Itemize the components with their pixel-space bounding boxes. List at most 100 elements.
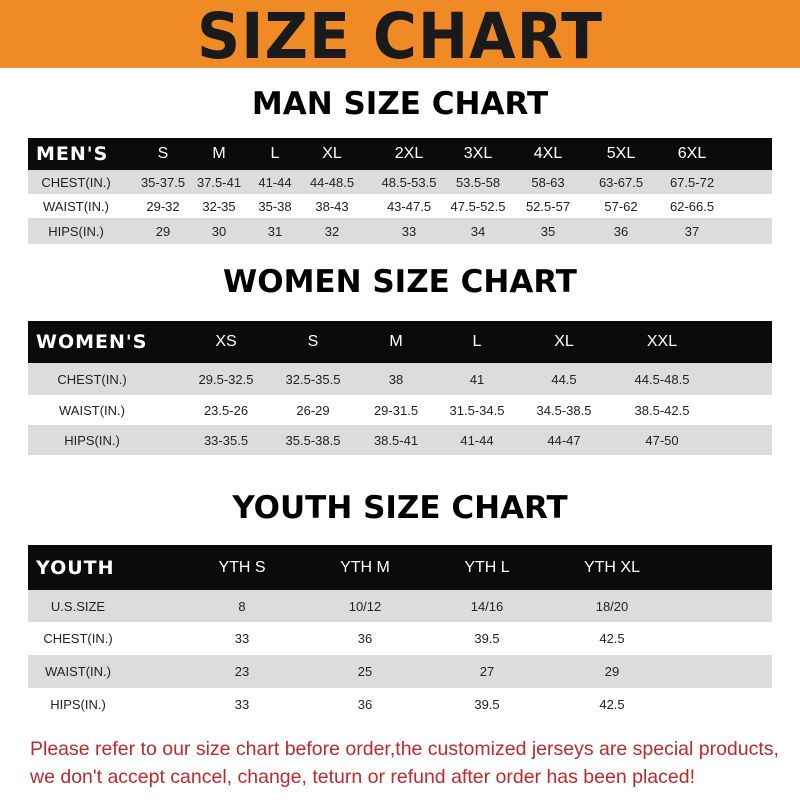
table-cell: 63-67.5 — [598, 174, 644, 190]
table-cell: 43-47.5 — [386, 198, 432, 214]
banner: SIZE CHART — [0, 0, 800, 74]
table-cell: 67.5-72 — [669, 174, 715, 190]
size-header: 3XL — [463, 145, 493, 162]
size-header: 2XL — [394, 145, 424, 162]
size-header: XL — [554, 333, 574, 350]
table-cell: 42.5 — [599, 631, 625, 646]
table-cell: 38 — [388, 371, 404, 387]
table-cell: 47-50 — [645, 432, 679, 448]
size-header: XL — [322, 145, 342, 162]
table-cell: 33 — [401, 223, 417, 239]
table-cell: 18/20 — [595, 598, 629, 614]
table-cell: 29.5-32.5 — [198, 371, 254, 387]
table-row: U.S.SIZE 8 10/12 14/16 18/20 — [28, 590, 772, 622]
table-cell: 29 — [155, 223, 171, 239]
table-cell: 33 — [234, 696, 250, 712]
table-title-cell: YOUTH — [36, 556, 115, 579]
size-header: YTH L — [464, 558, 510, 576]
table-cell: 34.5-38.5 — [536, 402, 592, 418]
table-header: WOMEN'S XS S M L XL XXL — [28, 321, 772, 363]
table-cell: 58-63 — [531, 174, 565, 190]
table-cell: 10/12 — [348, 598, 382, 614]
table-cell: 38.5-42.5 — [634, 402, 690, 418]
table-row: CHEST(IN.) 29.5-32.5 32.5-35.5 38 41 44.5 44.5… — [28, 363, 772, 395]
table-cell: 36 — [613, 223, 629, 239]
row-label: HIPS(IN.) — [50, 696, 106, 712]
row-label: WAIST(IN.) — [59, 402, 125, 418]
table-cell: 27 — [479, 664, 495, 679]
table-cell: 26-29 — [296, 402, 330, 418]
table-cell: 41-44 — [460, 432, 494, 448]
table-cell: 8 — [238, 598, 246, 614]
size-header: XS — [215, 333, 237, 350]
table-cell: 14/16 — [470, 598, 504, 614]
table-header: MEN'S S M L XL 2XL 3XL 4XL 5XL 6XL — [28, 138, 772, 170]
table-title-cell: MEN'S — [36, 143, 109, 165]
size-header: L — [472, 333, 482, 350]
table-cell: 33-35.5 — [203, 432, 249, 448]
row-label: HIPS(IN.) — [48, 223, 104, 239]
table-cell: 48.5-53.5 — [381, 174, 437, 190]
table-cell: 57-62 — [604, 198, 638, 214]
size-header: S — [157, 145, 169, 162]
table-cell: 32.5-35.5 — [285, 371, 341, 387]
table-cell: 32-35 — [202, 198, 236, 214]
table-cell: 38.5-41 — [373, 432, 419, 448]
disclaimer-line-2: we don't accept cancel, change, teturn o… — [30, 766, 695, 788]
size-header: M — [389, 333, 403, 350]
size-header: XXL — [646, 333, 678, 350]
table-cell: 35.5-38.5 — [285, 432, 341, 448]
size-header: YTH XL — [583, 558, 640, 576]
table-row: HIPS(IN.) 29 30 31 32 33 34 35 36 37 — [28, 218, 772, 244]
table-cell: 34 — [470, 223, 486, 239]
table-cell: 32 — [324, 223, 340, 239]
size-header: L — [270, 145, 280, 162]
table-cell: 30 — [211, 223, 227, 239]
table-cell: 31 — [267, 223, 283, 239]
table-cell: 62-66.5 — [669, 198, 715, 214]
size-header: 6XL — [677, 145, 707, 162]
disclaimer: Please refer to our size chart before or… — [30, 735, 790, 791]
table-cell: 25 — [357, 664, 373, 679]
table-row: WAIST(IN.) 23 25 27 29 — [28, 655, 772, 688]
table-cell: 29-31.5 — [373, 402, 419, 418]
table-row: HIPS(IN.) 33-35.5 35.5-38.5 38.5-41 41-44 44-… — [28, 425, 772, 455]
size-header: S — [307, 333, 319, 350]
table-cell: 41-44 — [258, 174, 292, 190]
table-cell: 29 — [604, 664, 620, 679]
size-header: YTH M — [340, 558, 390, 576]
size-header: M — [212, 145, 226, 162]
table-cell: 33 — [234, 631, 250, 646]
table-row: WAIST(IN.) 29-32 32-35 35-38 38-43 43-47.5 47.… — [28, 194, 772, 218]
row-label: WAIST(IN.) — [43, 198, 109, 214]
table-cell: 42.5 — [599, 696, 625, 712]
table-cell: 39.5 — [474, 631, 500, 646]
table-cell: 35-37.5 — [140, 174, 186, 190]
banner-title: SIZE CHART — [196, 0, 604, 74]
table-cell: 44-48.5 — [309, 174, 355, 190]
table-header: YOUTH YTH S YTH M YTH L YTH XL — [28, 545, 772, 590]
table-cell: 23.5-26 — [203, 402, 249, 418]
table-cell: 29-32 — [146, 198, 180, 214]
men-title: MAN SIZE CHART — [251, 86, 549, 122]
table-cell: 41 — [469, 371, 485, 387]
youth-title: YOUTH SIZE CHART — [232, 490, 568, 526]
table-cell: 44-47 — [547, 432, 581, 448]
size-header: 4XL — [533, 145, 563, 162]
table-cell: 23 — [234, 664, 250, 679]
table-cell: 35 — [540, 223, 556, 239]
table-cell: 52.5-57 — [525, 198, 571, 214]
disclaimer-line-1: Please refer to our size chart before or… — [30, 738, 779, 760]
women-title: WOMEN SIZE CHART — [223, 264, 577, 300]
row-label: WAIST(IN.) — [45, 664, 111, 679]
table-cell: 37 — [684, 223, 700, 239]
table-cell: 39.5 — [474, 696, 500, 712]
row-label: CHEST(IN.) — [43, 631, 113, 646]
table-row: HIPS(IN.) 33 36 39.5 42.5 — [28, 688, 772, 720]
row-label: CHEST(IN.) — [57, 371, 127, 387]
table-row: WAIST(IN.) 23.5-26 26-29 29-31.5 31.5-34.5 34… — [28, 395, 772, 425]
size-header: YTH S — [218, 558, 266, 576]
row-label: U.S.SIZE — [50, 598, 106, 614]
table-cell: 35-38 — [258, 198, 292, 214]
table-title-cell: WOMEN'S — [36, 331, 148, 353]
